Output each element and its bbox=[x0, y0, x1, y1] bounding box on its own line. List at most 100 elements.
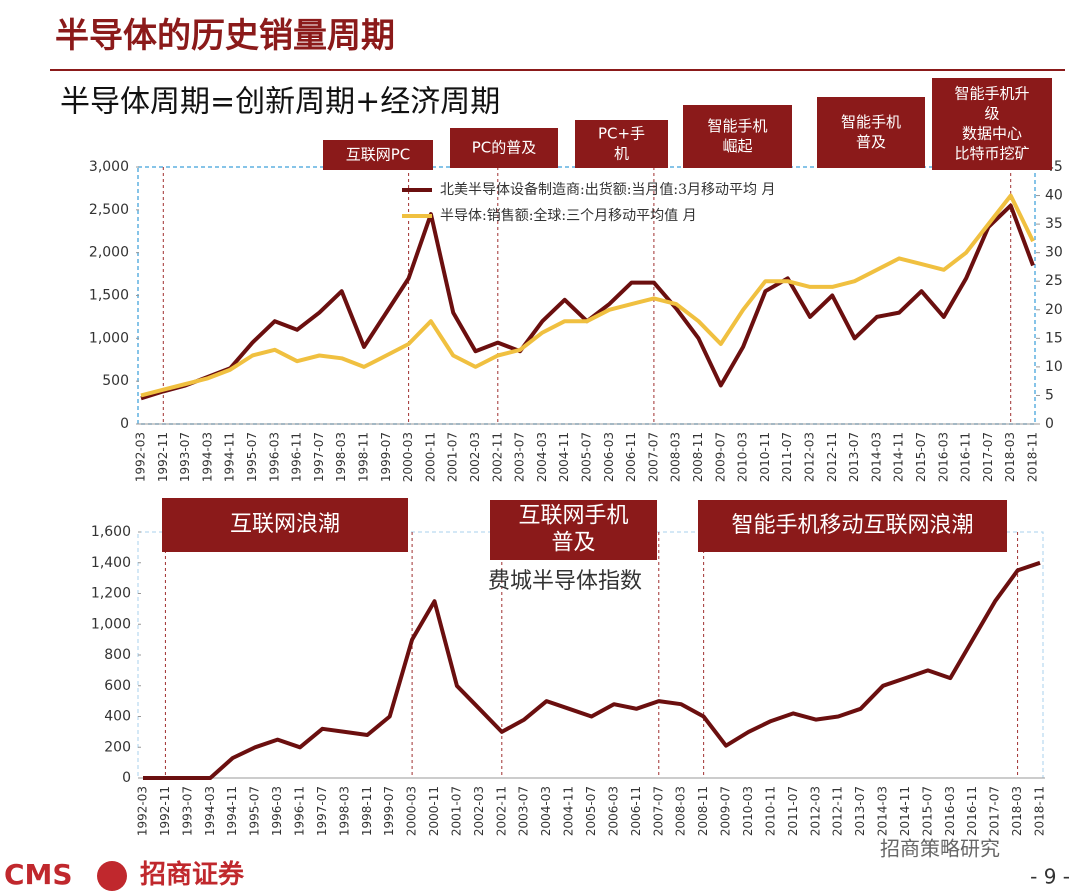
x-tick-label: 1992-11 bbox=[156, 432, 170, 482]
y-tick-label: 1,200 bbox=[91, 586, 131, 602]
x-tick-label: 2018-11 bbox=[1033, 786, 1047, 836]
x-tick-label: 2002-11 bbox=[494, 786, 508, 836]
annotation-text: 互联网浪潮 bbox=[230, 512, 340, 537]
annotation-box bbox=[450, 128, 558, 168]
x-tick-label: 1993-07 bbox=[178, 432, 192, 482]
x-tick-label: 1995-07 bbox=[248, 786, 262, 836]
x-tick-label: 2016-03 bbox=[936, 432, 950, 482]
y2-tick-label: 5 bbox=[1045, 387, 1054, 403]
x-tick-label: 2005-07 bbox=[584, 786, 598, 836]
x-tick-label: 1994-11 bbox=[225, 786, 239, 836]
x-tick-label: 2012-03 bbox=[803, 432, 817, 482]
x-tick-label: 2006-11 bbox=[629, 786, 643, 836]
logo bbox=[97, 861, 127, 891]
y-tick-label: 1,400 bbox=[91, 555, 131, 571]
y2-tick-label: 20 bbox=[1045, 302, 1063, 318]
y2-tick-label: 40 bbox=[1045, 188, 1063, 204]
y-tick-label: 600 bbox=[104, 678, 131, 694]
x-tick-label: 2000-11 bbox=[423, 432, 437, 482]
legend-label: 半导体:销售额:全球:三个月移动平均值 月 bbox=[440, 207, 697, 224]
x-tick-label: 2011-07 bbox=[780, 432, 794, 482]
annotation-box bbox=[817, 97, 925, 168]
x-tick-label: 1999-07 bbox=[382, 786, 396, 836]
subtitle: 半导体周期=创新周期+经济周期 bbox=[60, 85, 500, 120]
x-tick-label: 2010-03 bbox=[736, 432, 750, 482]
annotation-text: PC+手 bbox=[598, 125, 645, 143]
y-tick-label: 0 bbox=[122, 770, 131, 786]
brand: CMS bbox=[4, 858, 73, 891]
x-tick-label: 1996-11 bbox=[290, 432, 304, 482]
x-tick-label: 1998-11 bbox=[360, 786, 374, 836]
annotation-text: 级 bbox=[984, 105, 999, 123]
annotation-box bbox=[698, 500, 1007, 552]
x-tick-label: 2004-03 bbox=[535, 432, 549, 482]
x-tick-label: 2003-07 bbox=[513, 432, 527, 482]
x-tick-label: 2012-11 bbox=[831, 786, 845, 836]
x-tick-label: 2014-03 bbox=[876, 786, 890, 836]
x-tick-label: 2018-11 bbox=[1026, 432, 1040, 482]
x-tick-label: 2017-07 bbox=[981, 432, 995, 482]
legend-label: 费城半导体指数 bbox=[488, 569, 642, 594]
x-tick-label: 1995-07 bbox=[245, 432, 259, 482]
x-tick-label: 2005-07 bbox=[580, 432, 594, 482]
x-tick-label: 1992-11 bbox=[158, 786, 172, 836]
annotation-text: 比特币挖矿 bbox=[954, 145, 1029, 163]
x-tick-label: 2002-03 bbox=[468, 432, 482, 482]
annotation-text: 互联网PC bbox=[346, 146, 411, 164]
annotation-text: 数据中心 bbox=[962, 125, 1022, 143]
annotation-text: 智能手机移动互联网浪潮 bbox=[731, 513, 973, 538]
x-tick-label: 2018-03 bbox=[1010, 786, 1024, 836]
x-tick-label: 2008-03 bbox=[669, 432, 683, 482]
x-tick-label: 1994-03 bbox=[200, 432, 214, 482]
x-tick-label: 2004-11 bbox=[557, 432, 571, 482]
x-tick-label: 2006-03 bbox=[606, 786, 620, 836]
x-tick-label: 1997-07 bbox=[312, 432, 326, 482]
y-tick-label: 1,600 bbox=[91, 524, 131, 540]
x-tick-label: 2010-03 bbox=[741, 786, 755, 836]
x-tick-label: 2008-11 bbox=[696, 786, 710, 836]
x-tick-label: 2000-11 bbox=[427, 786, 441, 836]
y-tick-label: 2,000 bbox=[89, 245, 129, 261]
company: 招商证券 bbox=[140, 859, 245, 890]
x-tick-label: 2015-07 bbox=[914, 432, 928, 482]
annotation-box bbox=[683, 105, 792, 168]
x-tick-label: 2014-11 bbox=[892, 432, 906, 482]
y-tick-label: 0 bbox=[120, 416, 129, 432]
y-tick-label: 500 bbox=[102, 373, 129, 389]
x-tick-label: 2000-03 bbox=[405, 786, 419, 836]
x-tick-label: 2008-11 bbox=[691, 432, 705, 482]
x-tick-label: 2013-07 bbox=[853, 786, 867, 836]
y-tick-label: 1,000 bbox=[91, 616, 131, 632]
x-tick-label: 1996-11 bbox=[292, 786, 306, 836]
annotation-text: 智能手机 bbox=[841, 113, 901, 131]
frame bbox=[137, 166, 1036, 425]
annotation-text: 普及 bbox=[551, 531, 595, 556]
x-tick-label: 1998-11 bbox=[357, 432, 371, 482]
annotation-box bbox=[932, 78, 1052, 170]
y2-tick-label: 25 bbox=[1045, 273, 1063, 289]
y-tick-label: 1,000 bbox=[89, 330, 129, 346]
y-tick-label: 2,500 bbox=[89, 202, 129, 218]
y2-tick-label: 10 bbox=[1045, 359, 1063, 375]
y2-tick-label: 35 bbox=[1045, 216, 1063, 232]
x-tick-label: 2004-03 bbox=[539, 786, 553, 836]
x-tick-label: 2001-07 bbox=[446, 432, 460, 482]
x-tick-label: 1994-03 bbox=[203, 786, 217, 836]
y2-tick-label: 30 bbox=[1045, 245, 1063, 261]
x-tick-label: 2012-03 bbox=[808, 786, 822, 836]
annotation-box bbox=[490, 500, 657, 560]
annotation-text: 智能手机升 bbox=[954, 85, 1029, 103]
annotation-text: 普及 bbox=[856, 133, 886, 151]
y-tick-label: 400 bbox=[104, 709, 131, 725]
x-tick-label: 1992-03 bbox=[134, 432, 148, 482]
annotation-text: 智能手机 bbox=[707, 117, 767, 135]
watermark: 招商策略研究 bbox=[880, 837, 1000, 861]
annotation-text: 崛起 bbox=[722, 137, 752, 155]
x-tick-label: 1996-03 bbox=[270, 786, 284, 836]
page-title: 半导体的历史销量周期 bbox=[55, 16, 395, 56]
annotation-text: 机 bbox=[614, 145, 629, 163]
series-line bbox=[140, 203, 1035, 401]
x-tick-label: 2016-11 bbox=[959, 432, 973, 482]
y-tick-label: 200 bbox=[104, 739, 131, 755]
